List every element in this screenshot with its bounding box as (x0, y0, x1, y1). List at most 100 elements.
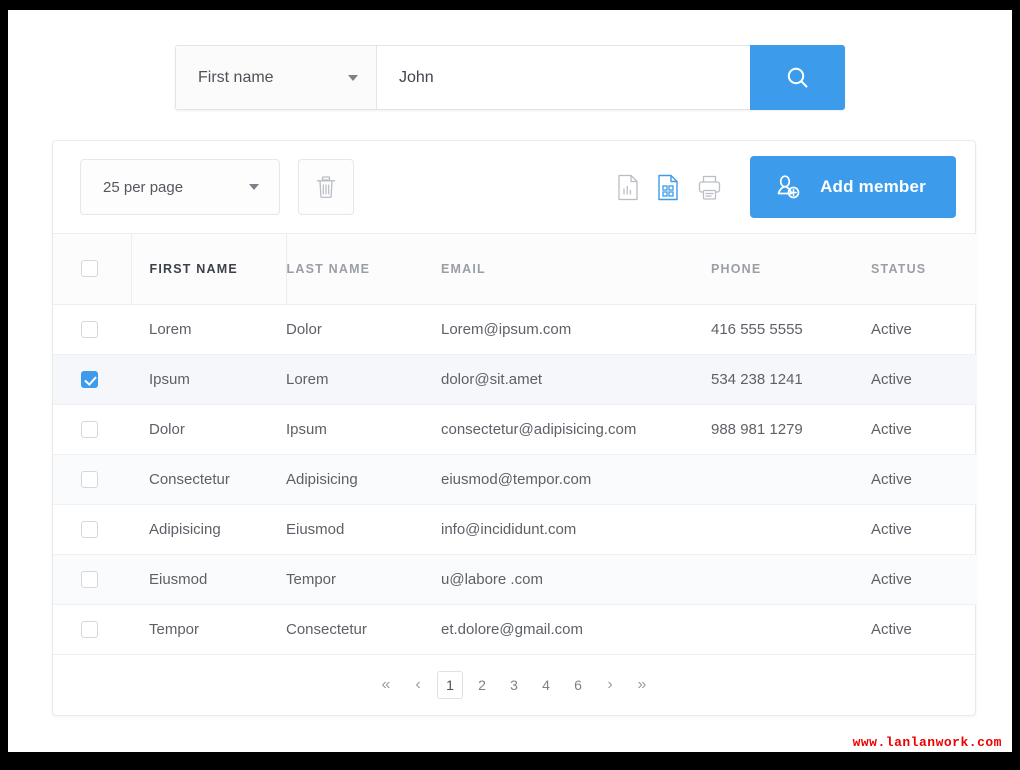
row-select-cell (53, 354, 131, 405)
members-table-head: FIRST NAME LAST NAME EMAIL PHONE STATUS (53, 234, 977, 305)
cell-email: dolor@sit.amet (441, 354, 711, 405)
cell-email: info@incididunt.com (441, 504, 711, 555)
table-row[interactable]: Lorem Dolor Lorem@ipsum.com 416 555 5555 Act… (53, 304, 977, 355)
chevron-down-icon (348, 74, 358, 81)
pagination-page-4[interactable]: 4 (542, 676, 550, 693)
printer-icon[interactable] (697, 174, 722, 201)
members-table: FIRST NAME LAST NAME EMAIL PHONE STATUS … (53, 234, 977, 655)
select-all-checkbox[interactable] (81, 260, 98, 278)
cell-first-name: Tempor (131, 604, 286, 655)
export-icon-group (617, 174, 722, 201)
cell-phone: 988 981 1279 (711, 404, 871, 455)
row-select-cell (53, 454, 131, 505)
user-plus-icon (777, 175, 800, 199)
cell-status: Active (871, 454, 977, 505)
per-page-label: 25 per page (103, 178, 184, 196)
pagination-next-button[interactable]: › (607, 675, 613, 693)
cell-first-name: Ipsum (131, 354, 286, 405)
table-row[interactable]: Ipsum Lorem dolor@sit.amet 534 238 1241 Acti… (53, 354, 977, 405)
trash-icon (316, 176, 336, 199)
cell-status: Active (871, 304, 977, 355)
pagination-page-1[interactable]: 1 (437, 670, 463, 699)
cell-status: Active (871, 404, 977, 455)
cell-last-name: Lorem (286, 354, 441, 405)
cell-email: u@labore .com (441, 554, 711, 605)
column-header-status[interactable]: STATUS (871, 234, 977, 305)
cell-status: Active (871, 504, 977, 555)
table-row[interactable]: Dolor Ipsum consectetur@adipisicing.com 988… (53, 404, 977, 455)
table-toolbar: 25 per page (53, 141, 975, 234)
cell-phone (711, 454, 871, 505)
row-checkbox[interactable] (81, 470, 98, 488)
members-table-body: Lorem Dolor Lorem@ipsum.com 416 555 5555 Act… (53, 304, 977, 655)
cell-last-name: Consectetur (286, 604, 441, 655)
cell-last-name: Ipsum (286, 404, 441, 455)
pagination-prev-button[interactable]: ‹ (415, 675, 421, 693)
add-member-label: Add member (820, 177, 926, 196)
search-icon (787, 67, 807, 87)
row-checkbox[interactable] (81, 520, 98, 538)
row-checkbox[interactable] (81, 420, 98, 438)
row-select-cell (53, 554, 131, 605)
add-member-button[interactable]: Add member (750, 156, 956, 218)
table-row[interactable]: Adipisicing Eiusmod info@incididunt.com Act… (53, 504, 977, 555)
column-header-phone[interactable]: PHONE (711, 234, 871, 305)
column-header-last-name[interactable]: LAST NAME (286, 234, 441, 305)
cell-first-name: Adipisicing (131, 504, 286, 555)
cell-phone (711, 554, 871, 605)
cell-phone: 416 555 5555 (711, 304, 871, 355)
cell-email: Lorem@ipsum.com (441, 304, 711, 355)
cell-first-name: Dolor (131, 404, 286, 455)
column-header-first-name[interactable]: FIRST NAME (130, 234, 287, 305)
column-header-email[interactable]: EMAIL (441, 234, 711, 305)
cell-status: Active (871, 554, 977, 605)
cell-status: Active (871, 604, 977, 655)
watermark: www.lanlanwork.com (852, 735, 1002, 750)
cell-email: consectetur@adipisicing.com (441, 404, 711, 455)
row-checkbox[interactable] (81, 570, 98, 588)
members-card: 25 per page (52, 140, 977, 716)
cell-phone (711, 604, 871, 655)
per-page-select[interactable]: 25 per page (80, 159, 280, 215)
search-field-selector-label: First name (198, 68, 274, 86)
search-input[interactable] (399, 68, 728, 87)
row-checkbox[interactable] (81, 620, 98, 638)
pagination: « ‹ 1 2 3 4 6 › » (53, 655, 975, 715)
search-bar: First name (175, 45, 845, 110)
cell-last-name: Dolor (286, 304, 441, 355)
cell-status: Active (871, 354, 977, 405)
table-row[interactable]: Eiusmod Tempor u@labore .com Active (53, 554, 977, 605)
pagination-last-button[interactable]: » (637, 675, 647, 693)
pagination-page-3[interactable]: 3 (510, 676, 518, 693)
pagination-page-2[interactable]: 2 (478, 676, 486, 693)
cell-last-name: Tempor (286, 554, 441, 605)
cell-email: eiusmod@tempor.com (441, 454, 711, 505)
document-grid-icon[interactable] (657, 174, 679, 201)
row-checkbox[interactable] (81, 370, 98, 388)
row-select-cell (53, 304, 131, 355)
search-button[interactable] (750, 45, 845, 110)
table-header-row: FIRST NAME LAST NAME EMAIL PHONE STATUS (53, 234, 977, 305)
pagination-first-button[interactable]: « (381, 675, 391, 693)
cell-email: et.dolore@gmail.com (441, 604, 711, 655)
document-chart-icon[interactable] (617, 174, 639, 201)
cell-first-name: Lorem (131, 304, 286, 355)
cell-first-name: Eiusmod (131, 554, 286, 605)
table-row[interactable]: Consectetur Adipisicing eiusmod@tempor.com… (53, 454, 977, 505)
row-checkbox[interactable] (81, 320, 98, 338)
app-frame: First name 25 per page (8, 10, 1012, 752)
column-header-select-all (53, 234, 131, 305)
search-input-wrapper[interactable] (377, 45, 750, 110)
chevron-down-icon (249, 184, 259, 190)
cell-first-name: Consectetur (131, 454, 286, 505)
table-row[interactable]: Tempor Consectetur et.dolore@gmail.com Acti… (53, 604, 977, 655)
row-select-cell (53, 504, 131, 555)
row-select-cell (53, 604, 131, 655)
cell-last-name: Eiusmod (286, 504, 441, 555)
cell-phone: 534 238 1241 (711, 354, 871, 405)
cell-phone (711, 504, 871, 555)
pagination-page-6[interactable]: 6 (574, 676, 582, 693)
delete-button[interactable] (298, 159, 354, 215)
row-select-cell (53, 404, 131, 455)
search-field-selector[interactable]: First name (175, 45, 377, 110)
